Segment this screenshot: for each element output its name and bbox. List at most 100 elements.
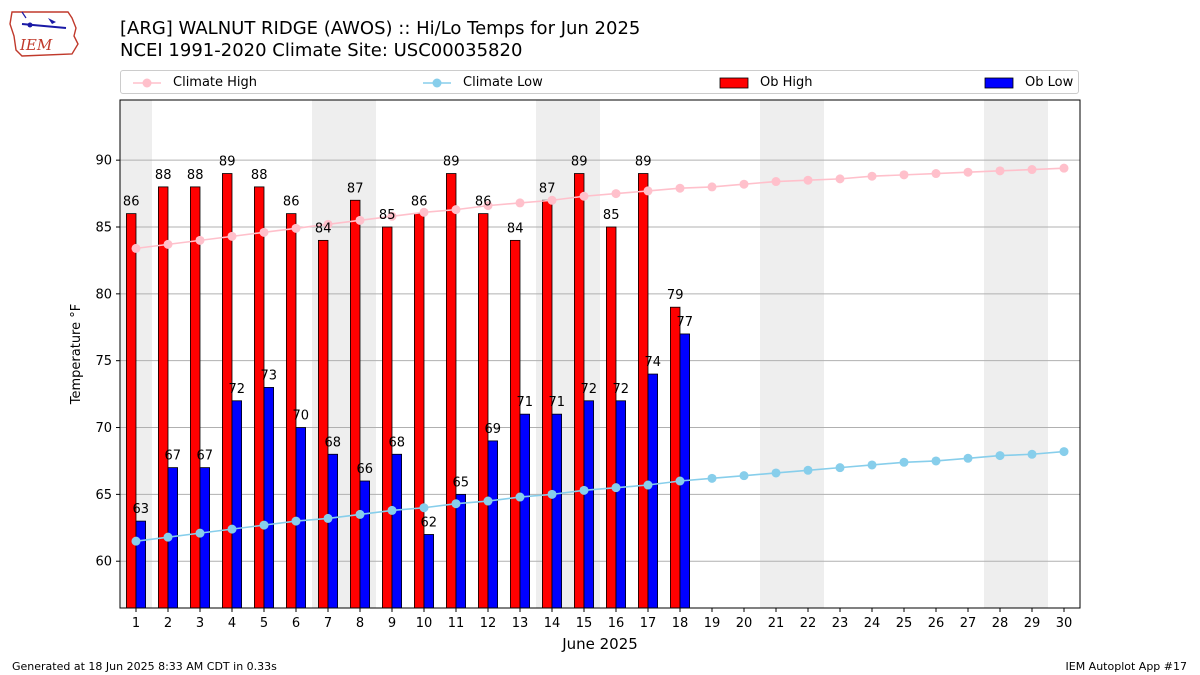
x-tick-label: 15 [576,616,593,631]
climate-low-point [611,483,621,493]
ob-high-bar [349,199,361,609]
y-tick-label: 85 [95,221,112,236]
ob-high-value-label: 88 [251,168,268,183]
climate-low-point [931,456,941,466]
ob-high-bar [317,239,329,609]
ob-high-bar [157,186,169,609]
ob-high-bar [413,213,425,609]
ob-high-value-label: 86 [283,195,300,210]
climate-high-point [579,191,589,201]
climate-low-point [675,476,685,486]
ob-low-bar [359,480,371,609]
y-tick-label: 65 [95,488,112,503]
ob-low-bar [583,400,595,609]
climate-low-point [1027,449,1037,459]
legend-line-marker-icon [133,78,161,88]
climate-high-point [451,205,461,215]
x-tick-label: 13 [512,616,529,631]
ob-high-value-label: 79 [667,288,684,303]
climate-high-point [611,189,621,199]
ob-low-value-label: 71 [549,395,566,410]
x-tick-label: 12 [480,616,497,631]
plot-frame [119,99,1081,609]
x-tick-label: 23 [832,616,849,631]
x-tick-label: 30 [1056,616,1073,631]
ob-low-value-label: 67 [197,449,214,464]
climate-low-point [515,492,525,502]
climate-low-point [1059,447,1069,457]
legend-bar-swatch-icon [984,77,1014,89]
x-tick-label: 9 [388,616,396,631]
x-tick-label: 5 [260,616,268,631]
climate-low-point [835,463,845,473]
ob-high-value-label: 88 [155,168,172,183]
ob-high-value-label: 86 [123,195,140,210]
climate-high-point [963,167,973,177]
x-tick-label: 27 [960,616,977,631]
ob-low-bar [551,413,563,609]
ob-low-value-label: 70 [293,409,310,424]
climate-low-point [291,516,301,526]
climate-high-point [387,211,397,221]
climate-low-point [163,532,173,542]
climate-high-point [643,186,653,196]
ob-low-value-label: 73 [261,368,278,383]
ob-high-value-label: 88 [187,168,204,183]
legend-label: Climate Low [463,75,543,90]
ob-high-bar [477,213,489,609]
climate-low-point [547,489,557,499]
ob-low-value-label: 65 [453,475,470,490]
x-tick-label: 16 [608,616,625,631]
climate-low-point [995,451,1005,461]
chart-title: [ARG] WALNUT RIDGE (AWOS) :: Hi/Lo Temps… [120,18,641,39]
climate-high-point [259,227,269,237]
climate-low-point [419,503,429,513]
climate-low-point [227,524,237,534]
y-tick-label: 60 [95,555,112,570]
climate-high-point [355,215,365,225]
x-tick-label: 19 [704,616,721,631]
ob-low-bar [391,453,403,609]
y-axis-label: Temperature °F [69,304,84,405]
x-axis-label: June 2025 [561,635,638,653]
x-tick-label: 3 [196,616,204,631]
climate-high-point [771,177,781,187]
climate-low-point [707,473,717,483]
x-tick-label: 2 [164,616,172,631]
climate-high-point [163,239,173,249]
ob-low-value-label: 74 [645,355,662,370]
x-tick-label: 7 [324,616,332,631]
climate-high-point [515,198,525,208]
ob-high-bar [606,226,617,609]
climate-low-point [483,496,493,506]
ob-high-value-label: 89 [219,155,236,170]
ob-high-bar [381,226,393,609]
generated-timestamp: Generated at 18 Jun 2025 8:33 AM CDT in … [12,660,277,673]
climate-high-point [131,243,141,253]
climate-high-point [995,166,1005,176]
x-tick-label: 24 [864,616,881,631]
weekend-band [984,100,1048,608]
ob-low-value-label: 72 [613,382,630,397]
iem-logo-text: IEM [19,36,53,54]
x-tick-label: 28 [992,616,1009,631]
climate-high-point [483,201,493,211]
y-tick-label: 75 [95,354,112,369]
legend-label: Climate High [173,75,258,90]
ob-high-bar [253,186,265,609]
ob-high-bar [670,306,681,609]
ob-low-value-label: 62 [421,515,438,530]
climate-low-point [963,453,973,463]
ob-high-value-label: 85 [379,208,396,223]
climate-high-point [899,170,909,180]
ob-high-value-label: 87 [539,181,556,196]
ob-low-value-label: 68 [325,435,342,450]
ob-high-bar [189,186,201,609]
climate-low-point [739,471,749,481]
x-tick-label: 1 [132,616,140,631]
ob-low-bar [519,413,531,609]
climate-low-point [323,513,333,523]
legend-bar-swatch-icon [719,77,749,89]
ob-high-value-label: 84 [315,221,332,236]
